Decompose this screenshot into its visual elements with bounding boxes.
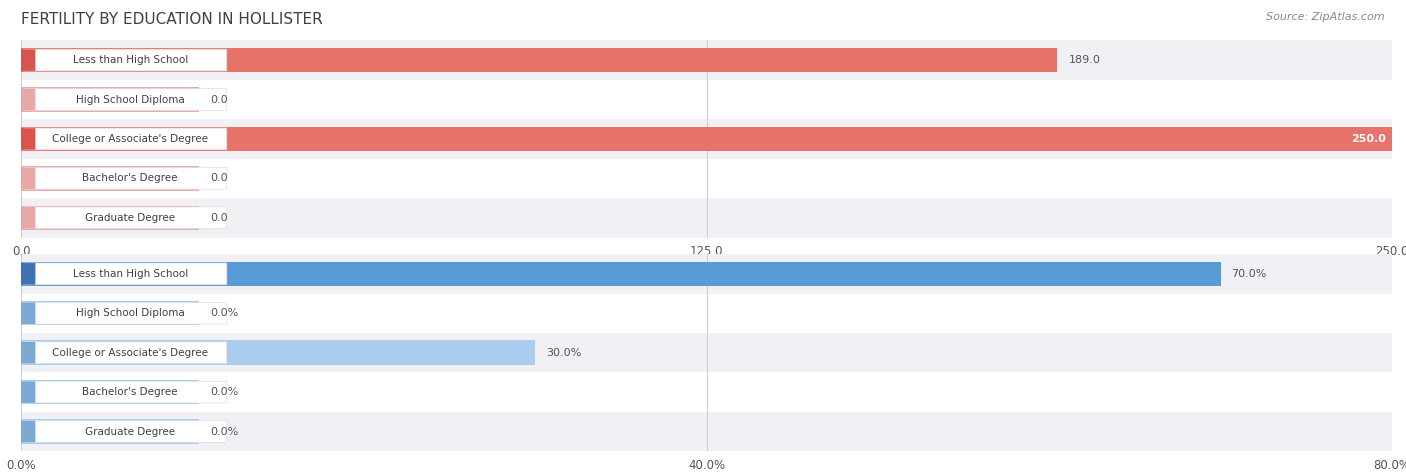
Bar xyxy=(21,80,1392,119)
Bar xyxy=(21,87,200,112)
FancyBboxPatch shape xyxy=(18,342,35,363)
Bar xyxy=(21,40,1392,80)
Bar xyxy=(21,254,1392,294)
FancyBboxPatch shape xyxy=(24,49,226,71)
FancyBboxPatch shape xyxy=(24,128,226,150)
Text: College or Associate's Degree: College or Associate's Degree xyxy=(52,134,208,144)
Bar xyxy=(21,301,200,325)
FancyBboxPatch shape xyxy=(24,89,226,110)
FancyBboxPatch shape xyxy=(18,381,35,403)
Bar xyxy=(21,198,1392,238)
FancyBboxPatch shape xyxy=(24,342,226,363)
Text: Bachelor's Degree: Bachelor's Degree xyxy=(83,173,179,183)
Bar xyxy=(21,262,1220,286)
Text: High School Diploma: High School Diploma xyxy=(76,95,184,104)
FancyBboxPatch shape xyxy=(18,263,35,285)
Text: 30.0%: 30.0% xyxy=(546,348,581,358)
Bar xyxy=(21,372,1392,412)
Text: 189.0: 189.0 xyxy=(1069,55,1101,65)
FancyBboxPatch shape xyxy=(18,168,35,189)
Text: College or Associate's Degree: College or Associate's Degree xyxy=(52,348,208,358)
Text: 0.0: 0.0 xyxy=(211,95,228,104)
FancyBboxPatch shape xyxy=(24,263,226,285)
Text: High School Diploma: High School Diploma xyxy=(76,308,184,318)
FancyBboxPatch shape xyxy=(24,303,226,324)
FancyBboxPatch shape xyxy=(24,168,226,189)
FancyBboxPatch shape xyxy=(24,381,226,403)
FancyBboxPatch shape xyxy=(18,128,35,150)
Text: 0.0: 0.0 xyxy=(211,213,228,223)
FancyBboxPatch shape xyxy=(24,421,226,442)
Text: Bachelor's Degree: Bachelor's Degree xyxy=(83,387,179,397)
Bar xyxy=(21,206,200,230)
Bar xyxy=(21,294,1392,333)
Bar xyxy=(21,159,1392,198)
FancyBboxPatch shape xyxy=(18,89,35,110)
Bar xyxy=(21,127,1392,151)
Text: 250.0: 250.0 xyxy=(1351,134,1386,144)
Text: 0.0%: 0.0% xyxy=(211,387,239,397)
Bar xyxy=(21,419,200,444)
Text: Source: ZipAtlas.com: Source: ZipAtlas.com xyxy=(1267,12,1385,22)
FancyBboxPatch shape xyxy=(18,421,35,442)
Bar xyxy=(21,166,200,190)
Text: Less than High School: Less than High School xyxy=(73,269,188,279)
Text: Graduate Degree: Graduate Degree xyxy=(86,213,176,223)
FancyBboxPatch shape xyxy=(24,207,226,228)
FancyBboxPatch shape xyxy=(18,303,35,324)
Text: 70.0%: 70.0% xyxy=(1232,269,1267,279)
FancyBboxPatch shape xyxy=(18,207,35,228)
Text: Less than High School: Less than High School xyxy=(73,55,188,65)
Text: 0.0%: 0.0% xyxy=(211,308,239,318)
Text: FERTILITY BY EDUCATION IN HOLLISTER: FERTILITY BY EDUCATION IN HOLLISTER xyxy=(21,12,323,27)
Bar xyxy=(21,119,1392,159)
Bar xyxy=(21,48,1057,72)
Text: Graduate Degree: Graduate Degree xyxy=(86,427,176,437)
Bar xyxy=(21,341,536,365)
FancyBboxPatch shape xyxy=(18,49,35,71)
Bar xyxy=(21,333,1392,372)
Text: 0.0: 0.0 xyxy=(211,173,228,183)
Text: 0.0%: 0.0% xyxy=(211,427,239,437)
Bar xyxy=(21,380,200,404)
Bar xyxy=(21,412,1392,451)
